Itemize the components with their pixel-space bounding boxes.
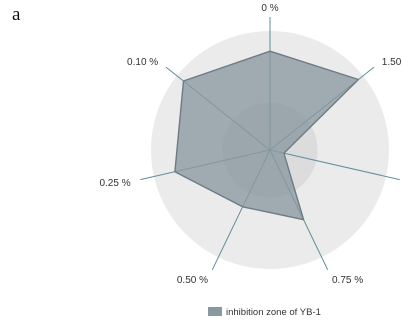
legend-label: inhibition zone of YB-1	[226, 307, 321, 318]
series-polygon-inhibition-zone	[174, 50, 360, 221]
axis-label: 0.10 %	[127, 57, 158, 68]
axis-label: 1.50 %	[382, 57, 404, 68]
axis-label: 0.25 %	[99, 178, 130, 189]
axis-label: 0 %	[261, 3, 278, 14]
axis-spoke	[269, 149, 400, 181]
legend-swatch	[208, 307, 222, 316]
panel-label: a	[12, 4, 21, 25]
legend: inhibition zone of YB-1	[208, 307, 321, 318]
axis-labels: 0 %1.50 %1 %0.75 %0.50 %0.25 %0.10 %	[99, 3, 404, 286]
axis-label: 0.50 %	[177, 275, 208, 286]
axis-label: 0.75 %	[332, 275, 363, 286]
